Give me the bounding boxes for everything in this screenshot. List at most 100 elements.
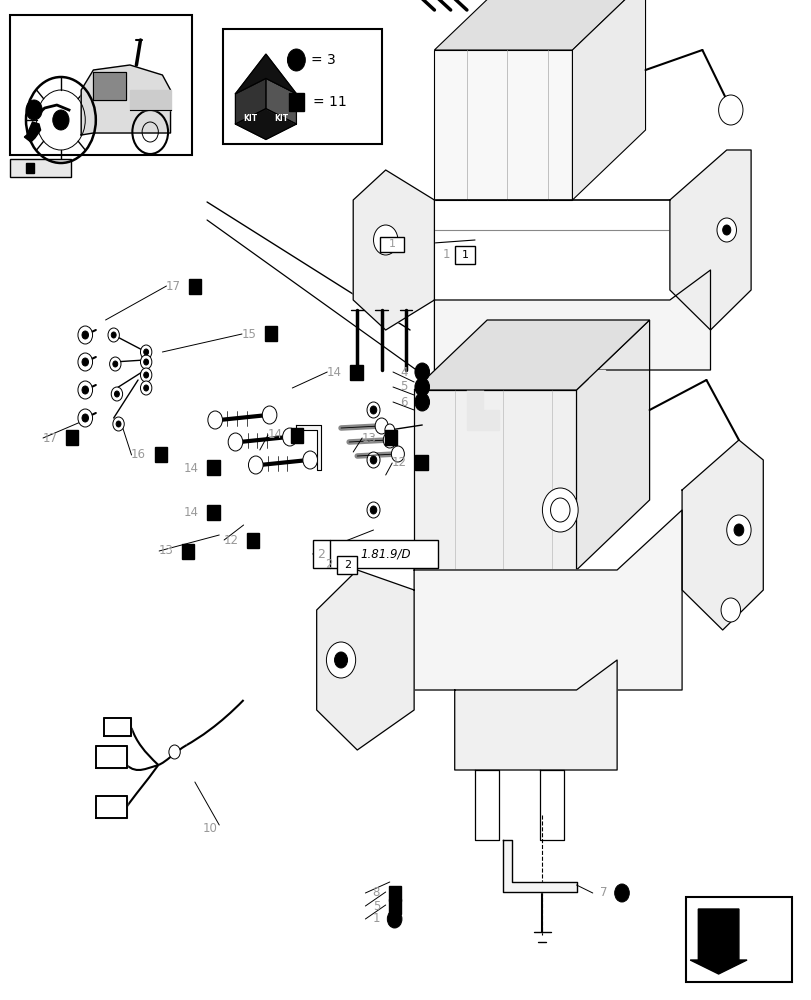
Polygon shape: [434, 270, 710, 370]
Circle shape: [375, 418, 388, 434]
Text: KIT: KIT: [274, 114, 288, 123]
Circle shape: [78, 381, 92, 399]
Bar: [182, 544, 194, 558]
Circle shape: [113, 417, 124, 431]
Circle shape: [367, 402, 380, 418]
Circle shape: [78, 353, 92, 371]
Text: 6: 6: [400, 395, 407, 408]
Bar: [10, 15, 192, 155]
Polygon shape: [235, 78, 265, 124]
Bar: [290, 428, 303, 442]
Circle shape: [26, 100, 42, 120]
Bar: [208, 460, 219, 475]
Circle shape: [414, 363, 429, 381]
Text: 5: 5: [400, 380, 407, 393]
Circle shape: [144, 349, 148, 355]
Text: 17: 17: [43, 432, 58, 444]
Circle shape: [718, 95, 742, 125]
Polygon shape: [24, 122, 41, 142]
Text: 14: 14: [184, 506, 199, 518]
Polygon shape: [81, 65, 170, 135]
Polygon shape: [130, 90, 170, 110]
Circle shape: [391, 446, 404, 462]
Circle shape: [169, 745, 180, 759]
Circle shape: [370, 406, 376, 414]
Bar: [289, 93, 303, 111]
Circle shape: [208, 411, 222, 429]
Bar: [96, 746, 127, 768]
Polygon shape: [235, 54, 296, 94]
Circle shape: [114, 391, 119, 397]
Polygon shape: [235, 109, 296, 139]
Circle shape: [111, 387, 122, 401]
Circle shape: [140, 345, 152, 359]
Text: 2: 2: [344, 560, 350, 570]
Polygon shape: [576, 320, 649, 570]
Text: 8: 8: [372, 886, 380, 900]
Bar: [10, 159, 71, 177]
Polygon shape: [572, 0, 645, 200]
Polygon shape: [93, 72, 126, 100]
Circle shape: [262, 406, 277, 424]
Circle shape: [78, 326, 92, 344]
Text: 14: 14: [268, 428, 282, 442]
Bar: [208, 504, 219, 520]
Text: 1: 1: [443, 248, 450, 261]
Bar: [388, 886, 401, 900]
Circle shape: [716, 218, 736, 242]
Polygon shape: [588, 370, 620, 430]
Circle shape: [326, 642, 355, 678]
Circle shape: [282, 428, 297, 446]
Circle shape: [111, 332, 116, 338]
Circle shape: [287, 49, 305, 71]
Bar: [380, 237, 404, 252]
Polygon shape: [265, 78, 296, 124]
Bar: [384, 430, 397, 445]
Polygon shape: [434, 0, 645, 50]
Text: 15: 15: [242, 328, 256, 340]
Polygon shape: [96, 796, 127, 818]
Circle shape: [140, 368, 152, 382]
Circle shape: [722, 225, 730, 235]
Text: 13: 13: [159, 544, 174, 558]
Bar: [104, 718, 131, 736]
Text: 5: 5: [372, 900, 380, 912]
Circle shape: [116, 421, 121, 427]
Text: 2: 2: [317, 548, 325, 560]
Bar: [264, 326, 277, 341]
Circle shape: [248, 456, 263, 474]
Bar: [388, 898, 401, 914]
Bar: [188, 278, 200, 294]
Circle shape: [373, 225, 397, 255]
Polygon shape: [316, 570, 414, 750]
Circle shape: [144, 372, 148, 378]
Circle shape: [140, 381, 152, 395]
Bar: [223, 29, 381, 144]
Text: 14: 14: [327, 365, 341, 378]
Circle shape: [113, 361, 118, 367]
Circle shape: [144, 359, 148, 365]
Text: 1.81.9/D: 1.81.9/D: [360, 548, 410, 560]
Circle shape: [414, 393, 429, 411]
Bar: [415, 455, 427, 470]
Circle shape: [303, 451, 317, 469]
Circle shape: [720, 598, 740, 622]
Polygon shape: [104, 718, 131, 736]
Circle shape: [82, 331, 88, 339]
Circle shape: [387, 910, 401, 928]
Circle shape: [383, 432, 396, 448]
Text: 17: 17: [165, 279, 180, 292]
Circle shape: [82, 358, 88, 366]
Circle shape: [726, 515, 750, 545]
Polygon shape: [681, 440, 762, 630]
Text: 2: 2: [325, 558, 333, 572]
Polygon shape: [414, 390, 576, 570]
Bar: [454, 246, 474, 264]
Circle shape: [109, 357, 121, 371]
Circle shape: [228, 433, 242, 451]
Bar: [66, 430, 78, 445]
Text: 7: 7: [599, 886, 607, 900]
Bar: [247, 532, 260, 548]
Circle shape: [370, 456, 376, 464]
Circle shape: [53, 110, 69, 130]
